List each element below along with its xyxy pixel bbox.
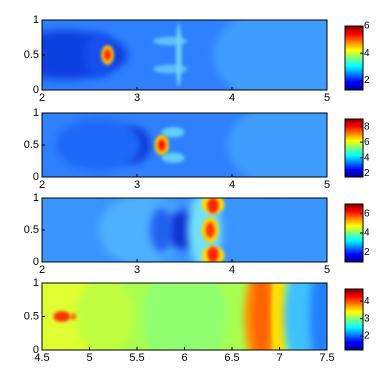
- x-tick-label: 6.5: [224, 352, 239, 364]
- x-tick-label: 5: [324, 92, 330, 104]
- colorbar: 2 4 6: [344, 21, 370, 91]
- heatmap-feature: [70, 313, 77, 320]
- x-tick-label: 2: [39, 92, 45, 104]
- y-tick-label: 0.5: [24, 310, 39, 322]
- heatmap-feature: [141, 283, 228, 350]
- y-tick-label: 0.5: [24, 49, 39, 61]
- panel: 2 3 4 5 0 0.5 1 2 4 6 8: [24, 107, 370, 191]
- heatmap-field: [42, 283, 327, 350]
- x-tick-label: 7.5: [319, 352, 334, 364]
- y-tick-label: 0: [33, 256, 39, 268]
- heatmap-field: [42, 113, 327, 177]
- x-tick-label: 7: [276, 352, 282, 364]
- y-tick-label: 0: [33, 171, 39, 183]
- colorbar-tick-label: 8: [364, 121, 370, 132]
- heatmap-feature: [252, 283, 270, 350]
- x-tick-label: 3: [134, 92, 140, 104]
- heatmap-field: [42, 198, 327, 262]
- colorbar-tick-label: 6: [364, 21, 370, 32]
- colorbar-tick-label: 3: [364, 313, 370, 324]
- x-tick-label: 5.5: [129, 352, 144, 364]
- heatmap-feature: [161, 152, 185, 163]
- colorbar-tick-label: 6: [364, 137, 370, 148]
- x-tick-label: 5: [86, 352, 92, 364]
- heatmap-field: [42, 20, 327, 90]
- heatmap-feature: [205, 222, 215, 238]
- y-tick-label: 1: [33, 14, 39, 26]
- heatmap-feature: [150, 207, 174, 253]
- x-tick-label: 4: [229, 264, 235, 276]
- colorbar-tick-label: 2: [364, 247, 370, 258]
- x-tick-label: 4: [229, 92, 235, 104]
- heatmap-feature: [213, 20, 327, 90]
- colorbar-tick-label: 2: [364, 168, 370, 179]
- x-tick-label: 4: [229, 179, 235, 191]
- x-tick-label: 6: [181, 352, 187, 364]
- heatmap-feature: [161, 127, 185, 138]
- colorbar-tick-label: 4: [364, 228, 370, 239]
- y-tick-label: 0.5: [24, 139, 39, 151]
- colorbar-tick-label: 4: [364, 48, 370, 59]
- colorbar-gradient: [344, 118, 364, 178]
- heatmap-feature: [153, 36, 188, 46]
- x-tick-label: 3: [134, 179, 140, 191]
- panel: 2 3 4 5 0 0.5 1 2 4 6: [24, 14, 370, 104]
- heatmap-feature: [207, 198, 219, 214]
- heatmap-feature: [157, 139, 166, 151]
- heatmap-feature: [53, 311, 71, 322]
- heatmap-feature: [175, 23, 182, 87]
- x-tick-label: 4.5: [34, 352, 49, 364]
- heatmap-feature: [207, 246, 219, 262]
- x-tick-label: 3: [134, 264, 140, 276]
- colorbar: 2 4 6 8: [344, 118, 370, 179]
- colorbar-gradient: [344, 25, 364, 91]
- colorbar: 2 3 4: [344, 288, 370, 351]
- heatmap-feature: [104, 49, 111, 61]
- y-tick-label: 0.5: [24, 224, 39, 236]
- heatmap-feature: [153, 64, 188, 74]
- colorbar-gradient: [344, 288, 364, 351]
- colorbar-tick-label: 6: [364, 208, 370, 219]
- y-tick-label: 1: [33, 192, 39, 204]
- heatmap-feature: [270, 198, 327, 262]
- heatmap-feature: [271, 283, 286, 350]
- colorbar-tick-label: 2: [364, 75, 370, 86]
- x-tick-label: 2: [39, 179, 45, 191]
- y-tick-label: 0: [33, 344, 39, 356]
- heatmap-feature: [309, 283, 327, 350]
- y-tick-label: 1: [33, 107, 39, 119]
- colorbar: 2 4 6: [344, 203, 370, 263]
- colorbar-tick-label: 4: [364, 152, 370, 163]
- colorbar-tick-label: 2: [364, 331, 370, 342]
- colorbar-tick-label: 4: [364, 296, 370, 307]
- y-tick-label: 1: [33, 277, 39, 289]
- x-tick-label: 2: [39, 264, 45, 276]
- heatmap-feature: [227, 113, 327, 177]
- x-tick-label: 5: [324, 179, 330, 191]
- x-tick-label: 5: [324, 264, 330, 276]
- heatmap-feature: [56, 119, 142, 171]
- y-tick-label: 0: [33, 84, 39, 96]
- panel: 4.5 5 5.5 6 6.5 7 7.5 0 0.5 1 2 3 4: [24, 277, 370, 364]
- heatmap-feature: [76, 283, 134, 350]
- panel: 2 3 4 5 0 0.5 1 2 4 6: [24, 192, 370, 276]
- heatmap-feature: [84, 34, 114, 76]
